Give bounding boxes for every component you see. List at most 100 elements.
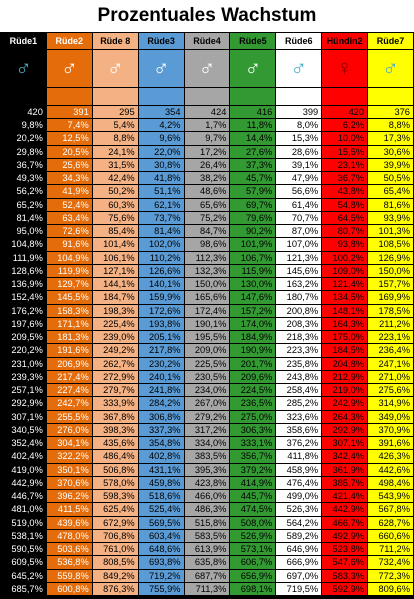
- table-value-cell: 609,5%: [1, 556, 46, 569]
- table-value-cell: 267,0%: [184, 397, 230, 410]
- table-value-cell: 147,6%: [230, 291, 276, 304]
- table-value-cell: 225,5%: [184, 357, 230, 370]
- table-value-cell: 175,0%: [322, 331, 368, 344]
- table-value-cell: 128,6%: [1, 264, 46, 278]
- table-value-cell: 178,5%: [368, 304, 413, 317]
- table-value-cell: 209,0%: [184, 344, 230, 357]
- table-value-cell: 65,4%: [368, 185, 413, 198]
- table-value-cell: 687,7%: [184, 569, 230, 582]
- table-value-cell: 583,5%: [184, 529, 230, 543]
- table-value-cell: 334,0%: [184, 437, 230, 450]
- table-value-cell: 56,2%: [1, 185, 46, 198]
- table-value-cell: 159,9%: [138, 291, 184, 304]
- table-value-cell: 81,6%: [368, 198, 413, 211]
- table-value-cell: 231,0%: [1, 357, 46, 370]
- table-value-cell: 197,6%: [1, 317, 46, 331]
- table-value-cell: 235,8%: [276, 357, 322, 370]
- table-value-cell: 174,0%: [230, 317, 276, 331]
- table-value-cell: 150,0%: [368, 264, 413, 278]
- table-value-cell: 45,7%: [230, 172, 276, 185]
- table-value-cell: 195,5%: [184, 331, 230, 344]
- table-value-cell: 625,4%: [92, 503, 138, 516]
- table-value-cell: 136,9%: [1, 278, 46, 291]
- column-header: Rüde5: [230, 33, 276, 49]
- table-value-cell: 145,5%: [46, 291, 92, 304]
- table-value-cell: 43,8%: [322, 185, 368, 198]
- table-value-cell: 219,0%: [322, 384, 368, 397]
- table-value-cell: 420: [322, 106, 368, 119]
- spacer-cell: [46, 88, 92, 105]
- table-value-cell: 31,5%: [92, 158, 138, 172]
- table-value-cell: 184,7%: [92, 291, 138, 304]
- table-value-cell: 70,7%: [276, 211, 322, 225]
- table-value-cell: 426,3%: [368, 450, 413, 463]
- table-value-cell: 50,5%: [368, 172, 413, 185]
- table-value-cell: 14,4%: [230, 132, 276, 145]
- spacer-cell: [1, 88, 46, 105]
- table-value-cell: 243,8%: [276, 370, 322, 384]
- table-value-cell: 95,0%: [1, 225, 46, 238]
- table-value-cell: 600,8%: [46, 582, 92, 595]
- table-value-cell: 606,7%: [230, 556, 276, 569]
- table-value-cell: 304,1%: [46, 437, 92, 450]
- table-value-cell: 106,7%: [230, 251, 276, 264]
- table-value-cell: 121,4%: [322, 278, 368, 291]
- table-value-cell: 376: [368, 106, 413, 119]
- table-value-cell: 15,5%: [322, 145, 368, 158]
- table-value-cell: 442,6%: [368, 463, 413, 476]
- table-value-cell: 506,8%: [92, 463, 138, 476]
- data-table: Rüde1 ♂ 420 9,8% 20,2% 29,8% 36,7% 49,3% 56,2% 65…: [0, 32, 414, 599]
- table-value-cell: 9,7%: [184, 132, 230, 145]
- table-value-cell: 306,8%: [138, 410, 184, 423]
- column-header: Rüde2: [46, 33, 92, 49]
- table-value-cell: 102,0%: [138, 238, 184, 251]
- table-value-cell: 191,6%: [46, 344, 92, 357]
- table-value-cell: 421,4%: [322, 490, 368, 503]
- table-value-cell: 414,9%: [230, 476, 276, 490]
- table-value-cell: 314,9%: [368, 397, 413, 410]
- table-value-cell: 396,2%: [46, 490, 92, 503]
- table-value-cell: 56,6%: [276, 185, 322, 198]
- table-value-cell: 234,0%: [184, 384, 230, 397]
- table-value-cell: 442,9%: [1, 476, 46, 490]
- table-value-cell: 391,6%: [368, 437, 413, 450]
- table-value-cell: 39,9%: [368, 158, 413, 172]
- table-value-cell: 660,6%: [368, 529, 413, 543]
- table-value-cell: 275,6%: [368, 384, 413, 397]
- table-value-cell: 809,6%: [368, 582, 413, 595]
- chart-title: Prozentuales Wachstum: [97, 5, 317, 26]
- table-value-cell: 90,2%: [230, 225, 276, 238]
- table-value-cell: 590,5%: [1, 543, 46, 556]
- table-value-cell: 292,9%: [1, 397, 46, 410]
- table-value-cell: 17,2%: [184, 145, 230, 158]
- table-value-cell: 110,2%: [138, 251, 184, 264]
- table-value-cell: 569,5%: [138, 516, 184, 529]
- table-value-cell: 411,5%: [46, 503, 92, 516]
- table-value-cell: 36,7%: [1, 158, 46, 172]
- table-value-cell: 445,7%: [230, 490, 276, 503]
- table-value-cell: 165,6%: [184, 291, 230, 304]
- table-value-cell: 81,4%: [138, 225, 184, 238]
- table-value-cell: 169,9%: [368, 291, 413, 304]
- table-value-cell: 515,8%: [184, 516, 230, 529]
- table-value-cell: 20,5%: [46, 145, 92, 158]
- table-value-cell: 719,5%: [276, 582, 322, 595]
- table-value-cell: 398,3%: [92, 423, 138, 437]
- table-value-cell: 42,4%: [92, 172, 138, 185]
- table-value-cell: 111,9%: [1, 251, 46, 264]
- table-value-cell: 525,4%: [138, 503, 184, 516]
- table-value-cell: 645,2%: [1, 569, 46, 582]
- table-value-cell: 230,2%: [138, 357, 184, 370]
- table-value-cell: 134,5%: [322, 291, 368, 304]
- table-value-cell: 106,1%: [92, 251, 138, 264]
- table-value-cell: 65,2%: [1, 198, 46, 211]
- table-value-cell: 379,2%: [230, 463, 276, 476]
- table-value-cell: 115,9%: [230, 264, 276, 278]
- table-value-cell: 435,6%: [92, 437, 138, 450]
- table-value-cell: 22,0%: [138, 145, 184, 158]
- table-value-cell: 876,3%: [92, 582, 138, 595]
- spacer-cell: [138, 88, 184, 105]
- table-value-cell: 184,9%: [230, 331, 276, 344]
- table-value-cell: 23,1%: [322, 158, 368, 172]
- table-value-cell: 279,2%: [184, 410, 230, 423]
